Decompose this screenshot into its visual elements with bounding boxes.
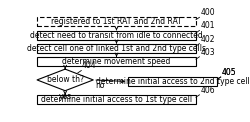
Text: 404: 404 (82, 61, 97, 71)
Text: yes: yes (58, 92, 71, 101)
Text: 400: 400 (200, 8, 215, 17)
Text: detect need to transit from idle to connected: detect need to transit from idle to conn… (30, 31, 203, 40)
Bar (37, 31, 196, 40)
Bar (37, 44, 196, 53)
Text: determine movement speed: determine movement speed (62, 57, 171, 66)
Text: 405: 405 (222, 68, 236, 77)
Bar (37, 95, 196, 104)
Text: 401: 401 (200, 21, 215, 30)
Text: no: no (95, 81, 105, 90)
Bar (37, 57, 196, 66)
Bar (37, 17, 196, 26)
Bar (128, 77, 217, 86)
Text: determine initial access to 1st type cell: determine initial access to 1st type cel… (41, 95, 192, 104)
Text: 403: 403 (200, 48, 215, 57)
Text: detect cell one of linked 1st and 2nd type cells: detect cell one of linked 1st and 2nd ty… (27, 44, 206, 53)
Text: 402: 402 (200, 35, 215, 44)
Text: 406: 406 (200, 86, 215, 95)
Text: determine initial access to 2nd type cell: determine initial access to 2nd type cel… (96, 77, 250, 86)
Text: below th?: below th? (47, 75, 84, 84)
Text: 405: 405 (222, 68, 236, 77)
Text: registered to 1st RAT and 2nd RAT: registered to 1st RAT and 2nd RAT (51, 17, 182, 26)
